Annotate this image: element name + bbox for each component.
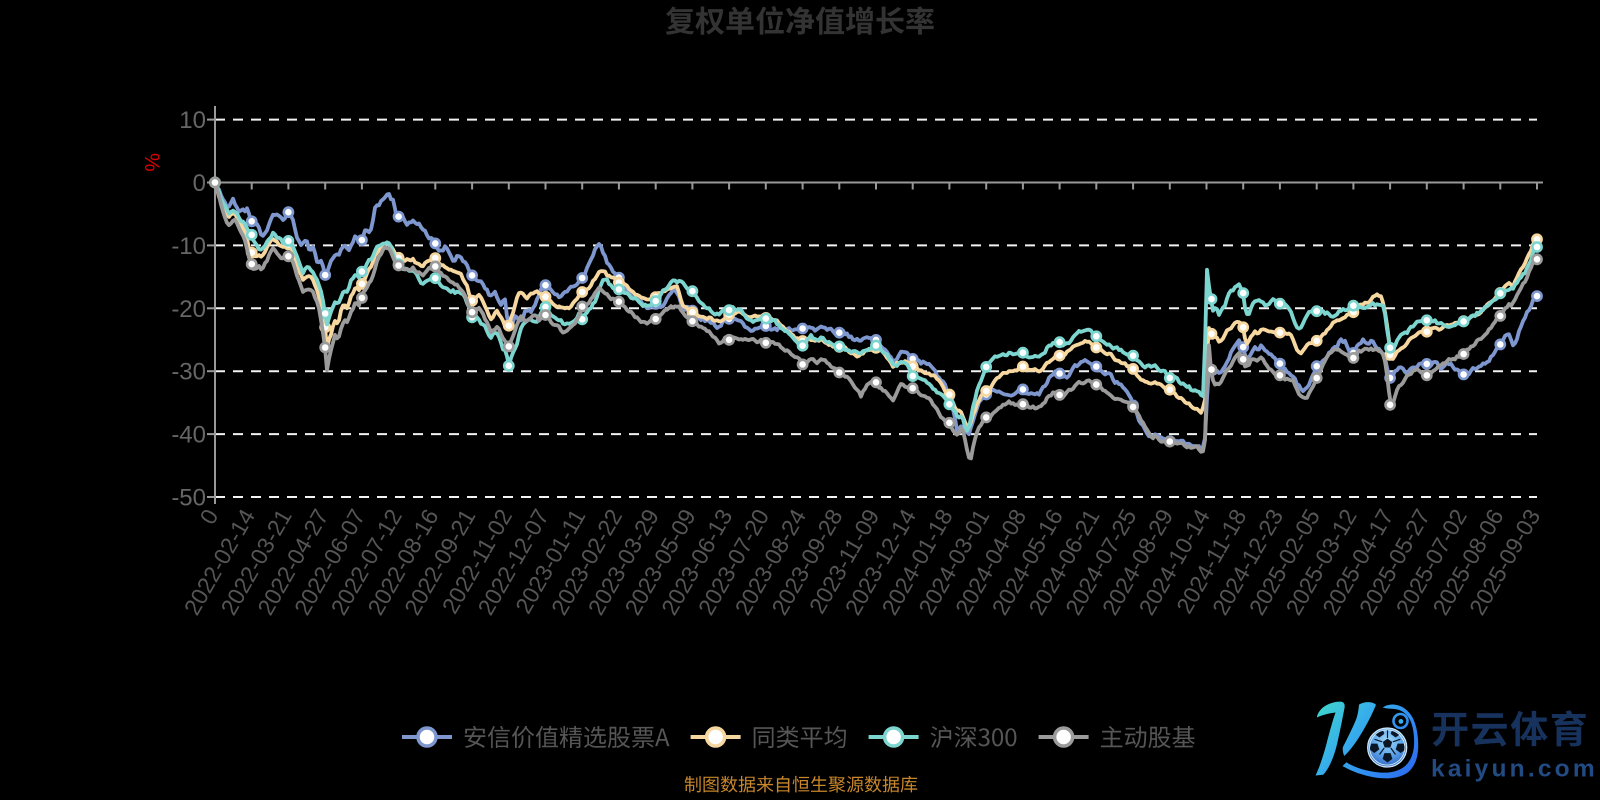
svg-text:%: %	[140, 153, 163, 172]
svg-text:10: 10	[179, 107, 206, 134]
svg-text:-20: -20	[171, 296, 206, 323]
svg-text:-10: -10	[171, 233, 206, 260]
svg-text:-30: -30	[171, 359, 206, 386]
svg-text:-50: -50	[171, 485, 206, 512]
svg-text:kaiyun.com: kaiyun.com	[1431, 756, 1598, 783]
svg-text:-40: -40	[171, 422, 206, 449]
svg-text:0: 0	[193, 170, 206, 197]
